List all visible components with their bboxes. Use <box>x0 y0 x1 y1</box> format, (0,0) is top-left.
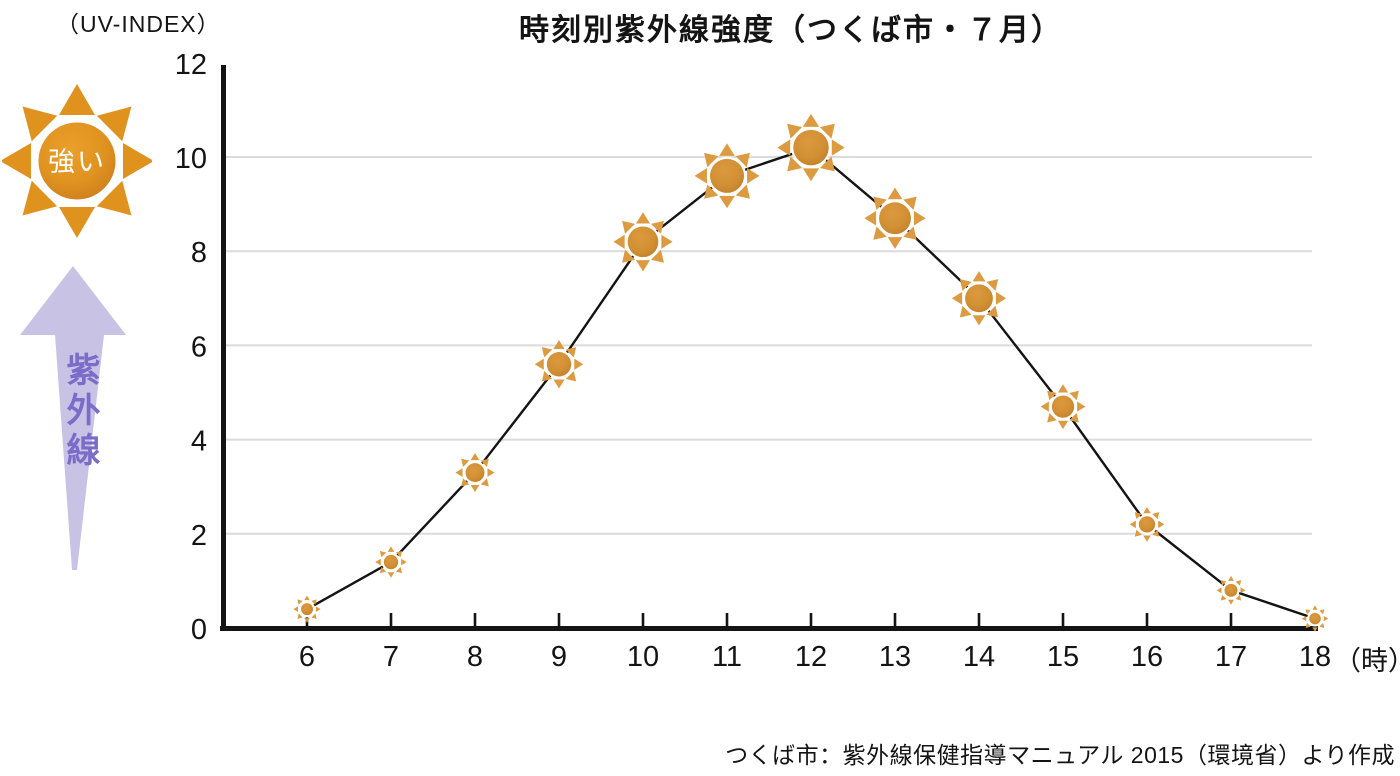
x-tick <box>1145 613 1149 626</box>
sun-marker <box>534 339 584 389</box>
x-tick-label: 17 <box>1215 641 1247 673</box>
y-tick-label: 4 <box>191 426 207 458</box>
x-tick <box>725 613 729 626</box>
sun-marker <box>1301 605 1329 632</box>
x-tick-label: 15 <box>1047 641 1079 673</box>
sun-marker <box>777 113 845 182</box>
sun-marker <box>864 187 926 249</box>
sun-marker <box>1040 384 1086 430</box>
x-tick-label: 14 <box>963 641 995 673</box>
x-tick <box>1229 613 1233 626</box>
x-tick-label: 12 <box>795 641 827 673</box>
sun-marker <box>455 452 495 493</box>
x-tick <box>389 613 393 626</box>
x-tick-label: 9 <box>551 641 567 673</box>
x-tick <box>1061 613 1065 626</box>
sun-marker <box>951 271 1007 326</box>
y-tick-label: 12 <box>175 49 207 81</box>
uv-axis-vertical-label: 紫外線 <box>61 352 99 472</box>
x-axis-unit-label: （時） <box>1334 646 1400 676</box>
y-axis-unit-label: （UV-INDEX） <box>56 11 221 37</box>
x-tick-label: 16 <box>1131 641 1163 673</box>
x-tick-label: 18 <box>1299 641 1331 673</box>
x-tick <box>641 613 645 626</box>
sun-marker <box>613 212 673 272</box>
x-tick-label: 6 <box>299 641 315 673</box>
y-tick-label: 10 <box>175 143 207 175</box>
strong-sun-icon: 強い <box>2 84 152 238</box>
x-tick-label: 13 <box>879 641 911 673</box>
uv-up-arrow-icon <box>20 266 126 570</box>
source-note: つくば市：紫外線保健指導マニュアル 2015（環境省）より作成 <box>725 742 1395 768</box>
y-tick-label: 0 <box>191 614 207 646</box>
sun-rays <box>2 84 152 238</box>
x-tick <box>977 613 981 626</box>
x-tick <box>473 613 477 626</box>
y-axis <box>221 65 226 631</box>
x-tick-label: 7 <box>383 641 399 673</box>
sun-marker <box>694 143 760 209</box>
x-tick-label: 11 <box>712 641 742 673</box>
x-tick <box>557 613 561 626</box>
sun-marker <box>293 595 321 623</box>
x-tick-label: 10 <box>627 641 659 673</box>
chart-title: 時刻別紫外線強度（つくば市・７月） <box>519 14 1063 47</box>
y-tick-label: 8 <box>191 237 207 269</box>
y-tick-label: 2 <box>191 520 207 552</box>
strong-label: 強い <box>48 147 106 177</box>
x-tick <box>809 613 813 626</box>
sun-marker <box>1216 575 1246 605</box>
x-tick <box>893 613 897 626</box>
sun-marker <box>375 546 407 578</box>
uv-line <box>306 146 1316 620</box>
x-tick-label: 8 <box>467 641 483 673</box>
sun-marker <box>1129 507 1165 542</box>
x-axis <box>220 626 1318 631</box>
y-tick-label: 6 <box>191 331 207 363</box>
